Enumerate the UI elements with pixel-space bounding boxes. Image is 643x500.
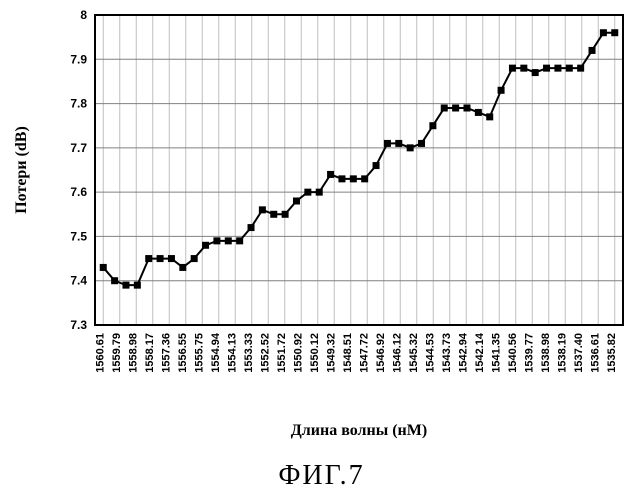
svg-text:1546.12: 1546.12: [391, 333, 403, 373]
svg-text:1553.33: 1553.33: [243, 333, 255, 373]
svg-text:7.9: 7.9: [70, 52, 87, 66]
svg-text:1559.79: 1559.79: [111, 333, 123, 373]
svg-text:1545.32: 1545.32: [408, 333, 420, 373]
svg-text:1555.75: 1555.75: [193, 333, 205, 373]
svg-text:1543.73: 1543.73: [441, 333, 453, 373]
svg-text:1536.61: 1536.61: [589, 333, 601, 373]
svg-text:7.7: 7.7: [70, 141, 87, 155]
svg-text:7.8: 7.8: [70, 97, 87, 111]
svg-text:1539.77: 1539.77: [523, 333, 535, 373]
svg-text:8: 8: [80, 8, 87, 22]
svg-text:1538.98: 1538.98: [540, 333, 552, 373]
svg-text:1542.14: 1542.14: [474, 332, 486, 373]
svg-text:1550.92: 1550.92: [292, 333, 304, 373]
svg-text:1540.56: 1540.56: [507, 333, 519, 373]
svg-text:1547.72: 1547.72: [358, 333, 370, 373]
svg-text:1548.51: 1548.51: [342, 333, 354, 373]
figure-caption: ФИГ.7: [0, 460, 643, 492]
svg-text:1550.12: 1550.12: [309, 333, 321, 373]
svg-text:1558.98: 1558.98: [127, 333, 139, 373]
svg-text:7.5: 7.5: [70, 229, 87, 243]
svg-text:1549.32: 1549.32: [325, 333, 337, 373]
svg-text:1546.92: 1546.92: [375, 333, 387, 373]
svg-text:7.4: 7.4: [70, 274, 87, 288]
svg-text:1554.13: 1554.13: [226, 333, 238, 373]
svg-text:1537.40: 1537.40: [573, 333, 585, 373]
svg-text:7.6: 7.6: [70, 185, 87, 199]
svg-text:1541.35: 1541.35: [490, 333, 502, 373]
svg-text:1557.36: 1557.36: [160, 333, 172, 373]
svg-text:1551.72: 1551.72: [276, 333, 288, 373]
loss-vs-wavelength-chart: 7.3 7.4 7.5 7.6 7.7 7.8 7.9 8 1560.61 1559.79 1558…: [0, 0, 643, 455]
svg-text:7.3: 7.3: [70, 318, 87, 332]
svg-text:1542.94: 1542.94: [457, 332, 469, 373]
svg-text:1538.19: 1538.19: [556, 333, 568, 373]
svg-text:Потери (dB): Потери (dB): [13, 126, 30, 214]
svg-text:1558.17: 1558.17: [144, 333, 156, 373]
svg-text:Длина волны (нМ): Длина волны (нМ): [291, 422, 427, 439]
svg-text:1560.61: 1560.61: [94, 333, 106, 373]
svg-text:1535.82: 1535.82: [606, 333, 618, 373]
svg-text:1556.55: 1556.55: [177, 333, 189, 373]
svg-text:1554.94: 1554.94: [210, 332, 222, 373]
svg-text:1544.53: 1544.53: [424, 333, 436, 373]
figure-container: 7.3 7.4 7.5 7.6 7.7 7.8 7.9 8 1560.61 1559.79 1558…: [0, 0, 643, 500]
svg-text:1552.52: 1552.52: [259, 333, 271, 373]
